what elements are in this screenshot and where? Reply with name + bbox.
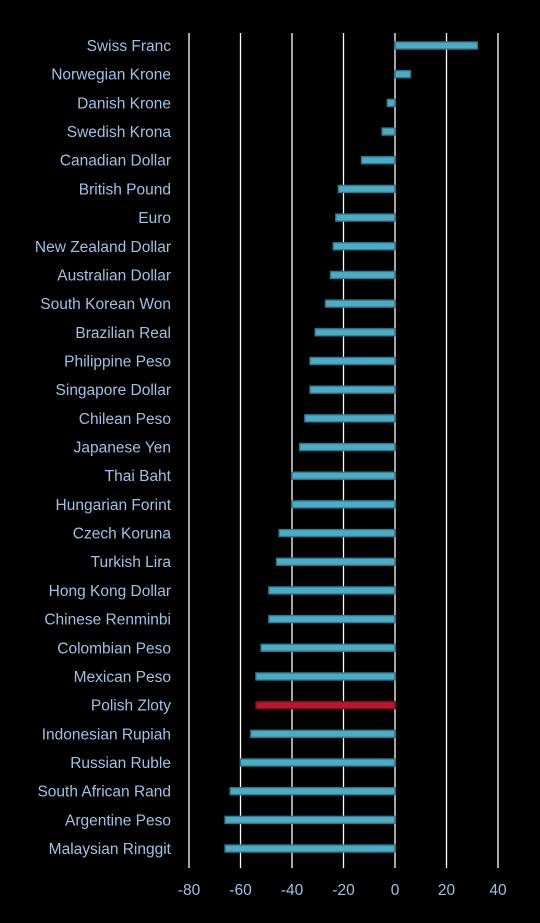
bar-norwegian-krone [394,69,412,79]
category-label-brazilian-real: Brazilian Real [75,325,171,342]
bar-hungarian-forint [291,500,396,509]
category-label-british-pound: British Pound [79,181,171,198]
category-label-swedish-krona: Swedish Krona [67,124,172,141]
bar-argentine-peso [224,815,396,825]
tick-label--60: -60 [229,882,252,899]
category-label-new-zealand-dollar: New Zealand Dollar [35,239,171,256]
bar-colombian-peso [260,643,396,652]
bar-chilean-peso [304,414,396,423]
category-label-turkish-lira: Turkish Lira [91,554,172,571]
bar-british-pound [337,184,396,194]
tick-label--20: -20 [332,882,355,899]
bar-brazilian-real [314,328,396,337]
category-label-colombian-peso: Colombian Peso [57,640,171,657]
category-label-polish-zloty: Polish Zloty [91,698,171,715]
bar-canadian-dollar [360,156,396,165]
bar-polish-zloty [255,700,396,710]
category-label-australian-dollar: Australian Dollar [57,267,171,284]
bar-swedish-krona [381,127,396,136]
tick-label--40: -40 [281,882,304,899]
bar-hong-kong-dollar [268,586,396,595]
category-label-euro: Euro [138,210,171,227]
category-label-hungarian-forint: Hungarian Forint [56,497,172,514]
bar-philippine-peso [309,356,396,366]
tick-label--80: -80 [178,882,201,899]
bar-chinese-renminbi [268,614,396,624]
bar-thai-baht [291,471,396,480]
category-label-singapore-dollar: Singapore Dollar [56,382,171,399]
x-axis-tick-labels: -80 -60 -40 -20 0 20 40 [178,882,507,899]
bar-mexican-peso [255,672,396,681]
category-label-japanese-yen: Japanese Yen [74,440,171,457]
category-label-danish-krone: Danish Krone [77,95,171,112]
bar-russian-ruble [239,758,396,767]
category-label-thai-baht: Thai Baht [105,468,172,485]
category-label-czech-koruna: Czech Koruna [73,526,172,543]
category-label-chinese-renminbi: Chinese Renminbi [44,612,171,629]
bar-south-korean-won [324,299,396,308]
bar-czech-koruna [278,528,396,538]
category-label-canadian-dollar: Canadian Dollar [60,153,171,170]
category-label-philippine-peso: Philippine Peso [64,353,171,370]
category-label-south-korean-won: South Korean Won [40,296,171,313]
tick-label-20: 20 [438,882,456,899]
category-label-south-african-rand: South African Rand [37,784,171,801]
bar-new-zealand-dollar [332,242,396,251]
tick-label-0: 0 [391,882,400,899]
category-label-norwegian-krone: Norwegian Krone [51,67,171,84]
category-label-hong-kong-dollar: Hong Kong Dollar [49,583,171,600]
category-labels: Swiss Franc Norwegian Krone Danish Krone Sw… [35,38,172,858]
bar-indonesian-rupiah [250,729,396,739]
bar-danish-krone [386,98,396,108]
tick-label-40: 40 [489,882,507,899]
category-label-chilean-peso: Chilean Peso [79,411,171,428]
bar-japanese-yen [299,442,396,452]
category-label-malaysian-ringgit: Malaysian Ringgit [49,841,172,858]
bar-south-african-rand [229,786,396,796]
category-label-indonesian-rupiah: Indonesian Rupiah [42,726,171,743]
bar-euro [335,213,396,222]
bar-australian-dollar [329,270,396,280]
bar-swiss-franc [394,41,479,50]
category-label-swiss-franc: Swiss Franc [87,38,172,55]
category-label-mexican-peso: Mexican Peso [74,669,171,686]
category-label-russian-ruble: Russian Ruble [70,755,171,772]
bar-turkish-lira [275,557,396,566]
bar-malaysian-ringgit [224,844,396,853]
category-label-argentine-peso: Argentine Peso [65,812,171,829]
bar-singapore-dollar [309,385,396,394]
bars [224,41,479,853]
